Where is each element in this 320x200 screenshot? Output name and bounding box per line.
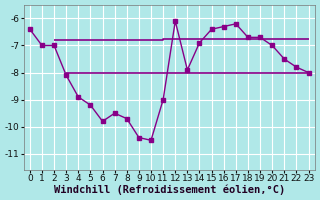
X-axis label: Windchill (Refroidissement éolien,°C): Windchill (Refroidissement éolien,°C) [53,185,285,195]
